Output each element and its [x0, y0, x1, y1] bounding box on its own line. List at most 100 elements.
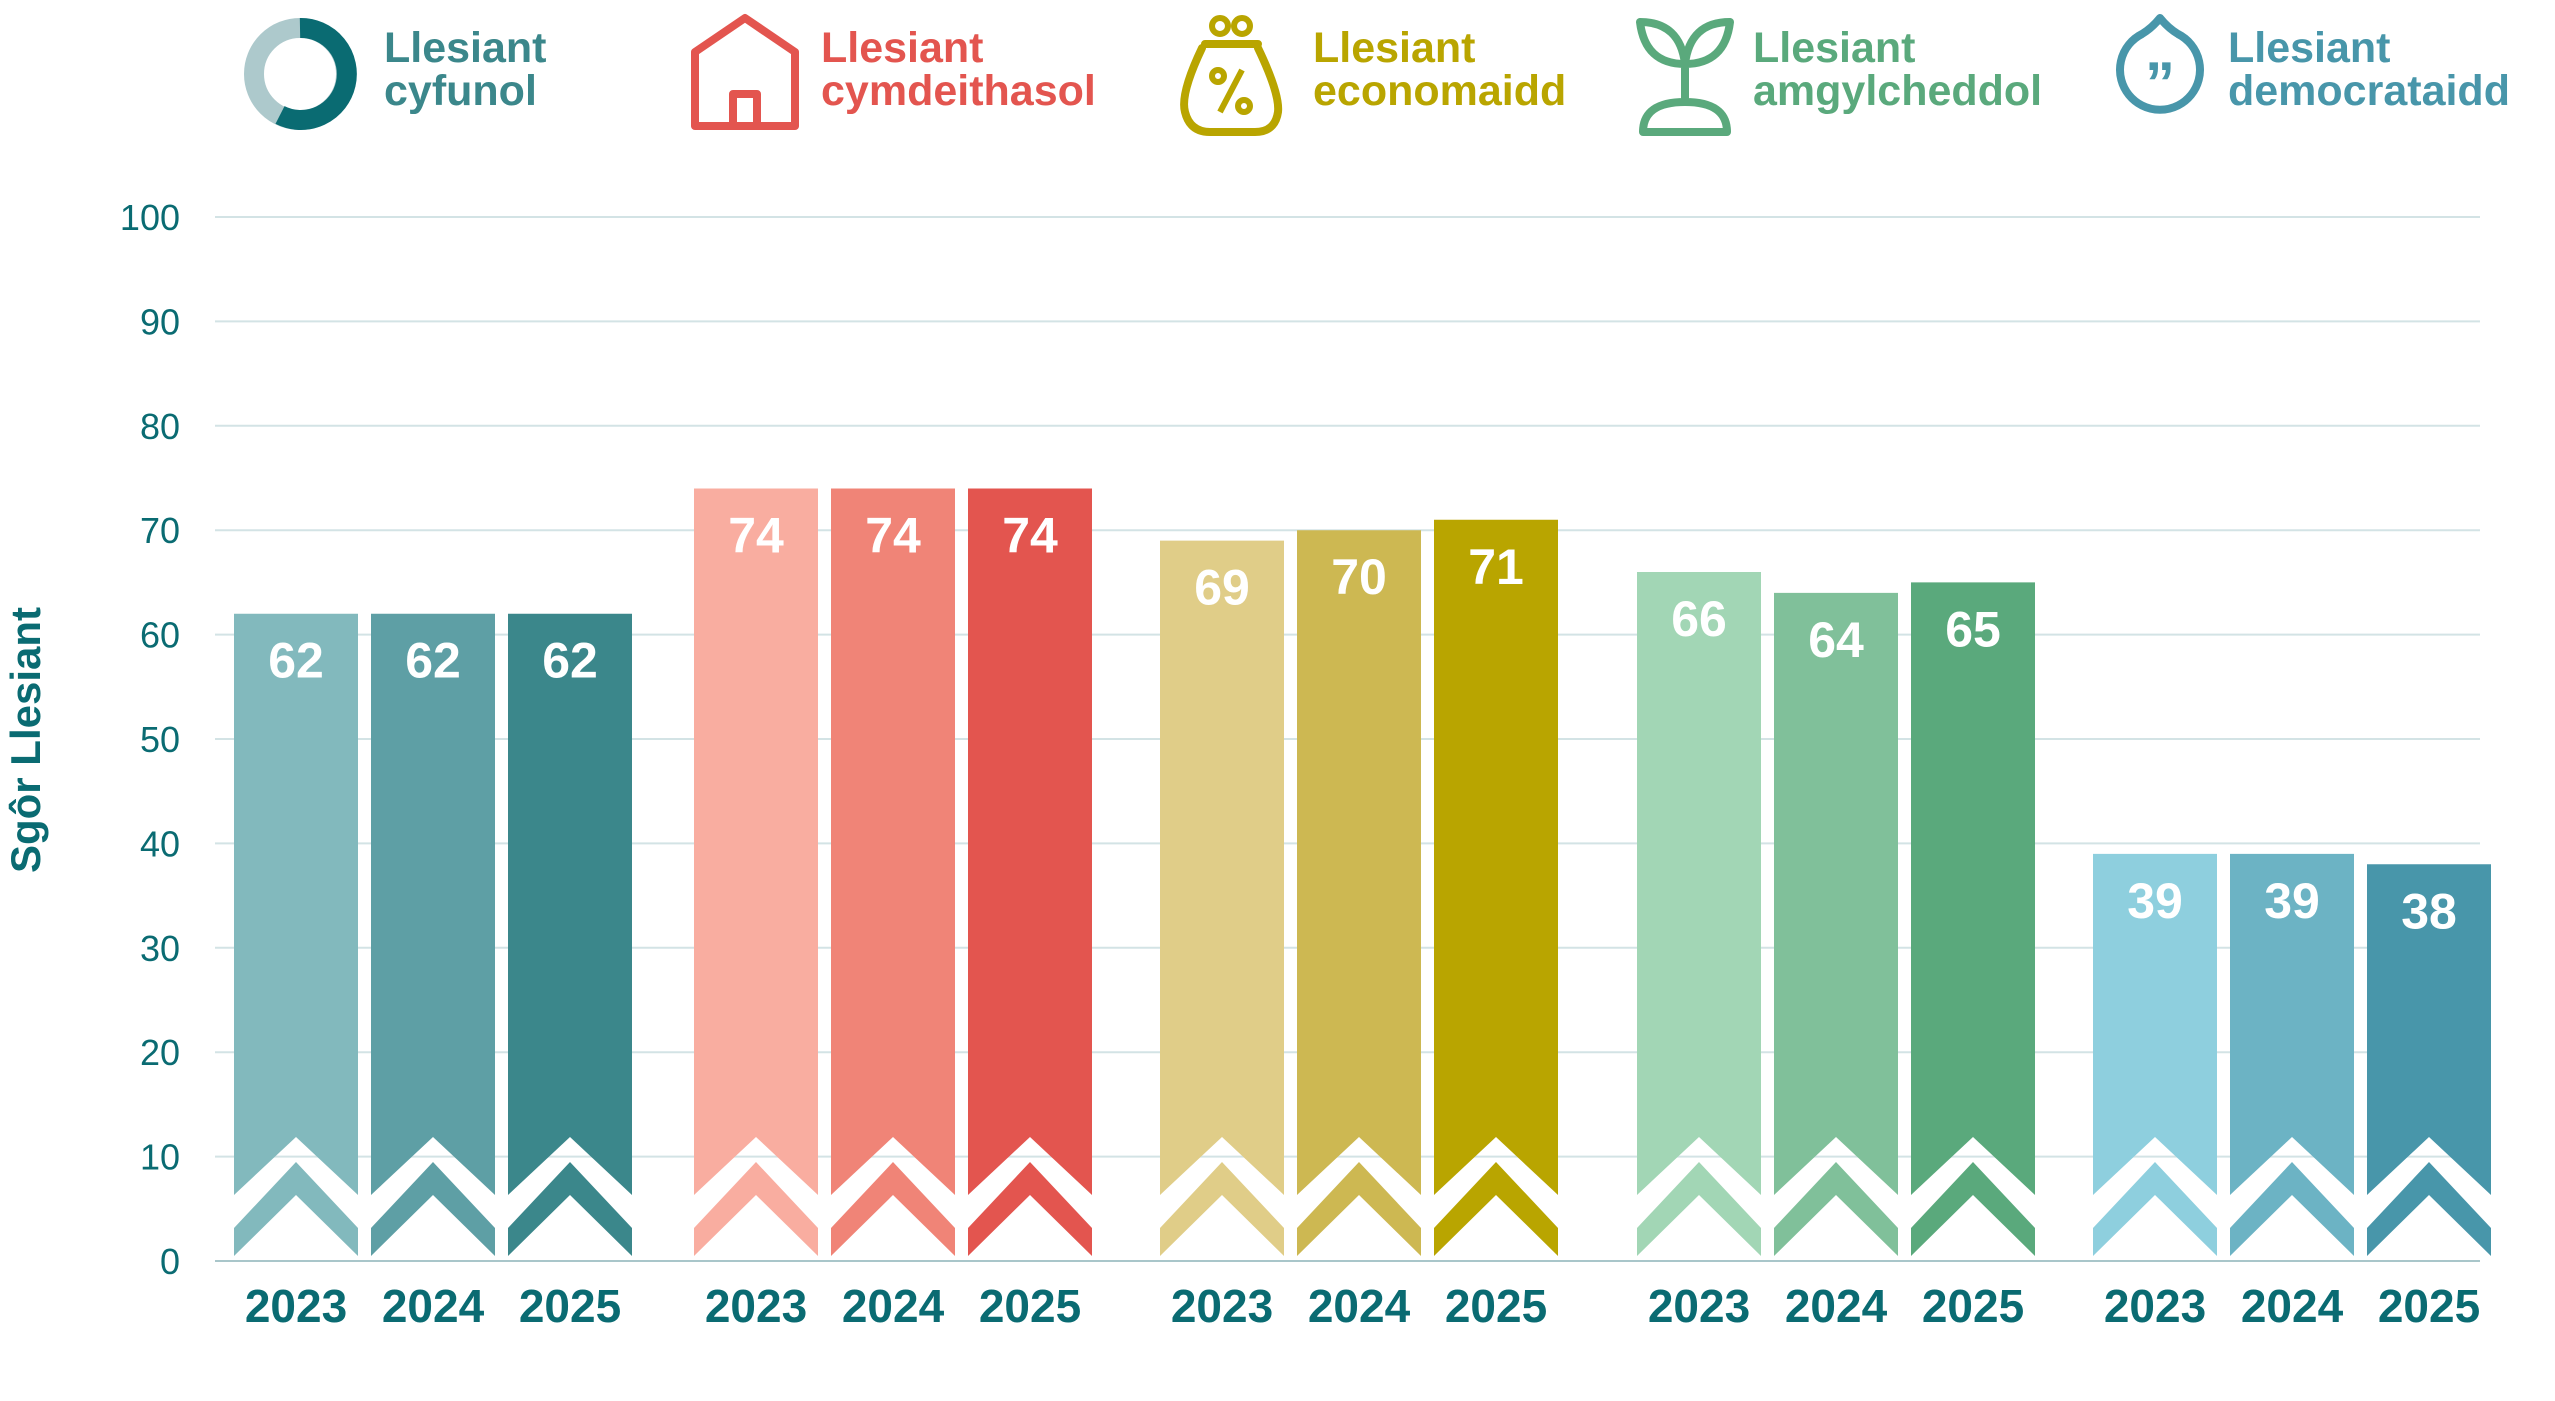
bar-chevron	[1160, 1162, 1284, 1256]
legend-label: Llesiant	[821, 24, 984, 72]
bar	[1297, 530, 1421, 1195]
bar	[1911, 582, 2035, 1195]
bar	[968, 488, 1092, 1195]
bar-chevron	[1637, 1162, 1761, 1256]
bar-chevron	[1297, 1162, 1421, 1256]
x-tick-label: 2025	[2378, 1280, 2480, 1332]
legend-label: democrataidd	[2228, 67, 2510, 115]
bar-chevron	[1434, 1162, 1558, 1256]
bar	[371, 613, 495, 1195]
bar-chevron	[968, 1162, 1092, 1256]
bar	[2230, 853, 2354, 1195]
bar-value-label: 62	[405, 633, 461, 689]
y-tick-label: 100	[120, 197, 180, 238]
bar-value-label: 70	[1331, 549, 1387, 605]
bar-chevron	[831, 1162, 955, 1256]
y-tick-label: 30	[140, 928, 180, 969]
x-tick-label: 2025	[519, 1280, 621, 1332]
bar-group-3: 69 2023 70 2024 71 2025	[1160, 519, 1558, 1332]
legend: LlesiantcyfunolLlesiantcymdeithasolLlesi…	[244, 14, 2510, 136]
bar-chevron	[1911, 1162, 2035, 1256]
x-tick-label: 2023	[1171, 1280, 1273, 1332]
bar-value-label: 66	[1671, 591, 1727, 647]
bar	[2367, 864, 2491, 1195]
bar-group-2: 74 2023 74 2024 74 2025	[694, 488, 1092, 1332]
bar-chevron	[2230, 1162, 2354, 1256]
bar-value-label: 71	[1468, 539, 1524, 595]
x-tick-label: 2024	[842, 1280, 945, 1332]
legend-label: economaidd	[1313, 67, 1566, 115]
seedling-icon	[1636, 18, 1734, 136]
money-bag-percent-icon	[1180, 15, 1283, 136]
legend-label: Llesiant	[1753, 24, 1916, 72]
bar	[1774, 592, 1898, 1195]
bar	[1434, 519, 1558, 1195]
bar-chevron	[2367, 1162, 2491, 1256]
y-axis-label: Sgôr Llesiant	[2, 607, 49, 873]
x-tick-label: 2023	[1648, 1280, 1750, 1332]
y-axis-ticks: 0 10 20 30 40 50 60 70 80 90 100	[120, 197, 180, 1282]
bar-value-label: 62	[542, 633, 598, 689]
x-tick-label: 2024	[2241, 1280, 2344, 1332]
bar-value-label: 39	[2264, 873, 2320, 929]
svg-text:”: ”	[2145, 50, 2175, 117]
bar-chevron	[508, 1162, 632, 1256]
bar-value-label: 74	[865, 507, 921, 563]
y-tick-label: 0	[160, 1241, 180, 1282]
bar-value-label: 39	[2127, 873, 2183, 929]
x-tick-label: 2023	[2104, 1280, 2206, 1332]
y-tick-label: 70	[140, 510, 180, 551]
y-tick-label: 20	[140, 1032, 180, 1073]
bar-value-label: 65	[1945, 601, 2001, 657]
x-tick-label: 2025	[1922, 1280, 2024, 1332]
legend-label: Llesiant	[2228, 24, 2391, 72]
bar-value-label: 64	[1808, 612, 1864, 668]
bar-value-label: 69	[1194, 560, 1250, 616]
bar	[234, 613, 358, 1195]
bar	[831, 488, 955, 1195]
y-tick-label: 50	[140, 719, 180, 760]
bar-chevron	[371, 1162, 495, 1256]
legend-label: Llesiant	[384, 24, 547, 72]
y-tick-label: 10	[140, 1137, 180, 1178]
bar-value-label: 74	[1002, 507, 1058, 563]
bar-chevron	[694, 1162, 818, 1256]
bar	[1160, 540, 1284, 1195]
bar-value-label: 74	[728, 507, 784, 563]
x-tick-label: 2023	[705, 1280, 807, 1332]
y-tick-label: 80	[140, 406, 180, 447]
y-tick-label: 60	[140, 615, 180, 656]
bar-chevron	[2093, 1162, 2217, 1256]
bar	[2093, 853, 2217, 1195]
x-tick-label: 2024	[382, 1280, 485, 1332]
bar	[1637, 571, 1761, 1195]
bar	[694, 488, 818, 1195]
bar	[508, 613, 632, 1195]
x-tick-label: 2023	[245, 1280, 347, 1332]
donut-icon	[244, 17, 357, 130]
y-tick-label: 40	[140, 823, 180, 864]
y-tick-label: 90	[140, 301, 180, 342]
legend-label: cymdeithasol	[821, 67, 1096, 115]
bar-group-1: 62 2023 62 2024 62 2025	[234, 613, 632, 1332]
bar-chevron	[234, 1162, 358, 1256]
bar-value-label: 62	[268, 633, 324, 689]
bars: 62 2023 62 2024 62 2025 74 2023 74 2024 74 2025 69 20…	[234, 488, 2491, 1332]
bar-value-label: 38	[2401, 883, 2457, 939]
x-tick-label: 2025	[979, 1280, 1081, 1332]
x-tick-label: 2024	[1308, 1280, 1411, 1332]
x-tick-label: 2025	[1445, 1280, 1547, 1332]
legend-label: Llesiant	[1313, 24, 1476, 72]
bar-chevron	[1774, 1162, 1898, 1256]
legend-label: amgylcheddol	[1753, 67, 2042, 115]
bar-group-5: 39 2023 39 2024 38 2025	[2093, 853, 2491, 1332]
legend-label: cyfunol	[384, 67, 537, 115]
house-icon	[691, 14, 799, 130]
speech-quote-icon: ”	[2116, 14, 2204, 117]
